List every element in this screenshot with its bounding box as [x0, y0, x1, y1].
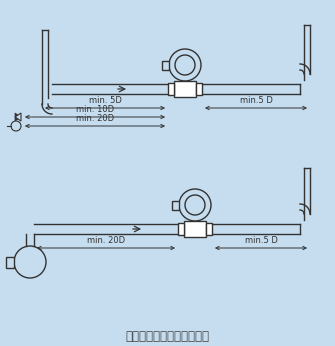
Bar	[168, 83, 174, 95]
Bar	[196, 83, 202, 95]
Polygon shape	[15, 113, 21, 121]
Bar	[206, 223, 212, 235]
Bar	[172, 200, 179, 209]
Bar	[162, 61, 169, 70]
Bar	[184, 221, 206, 237]
Bar	[178, 223, 184, 235]
Text: min. 20D: min. 20D	[76, 114, 114, 123]
Text: 弯管、阀门和泵之间的安装: 弯管、阀门和泵之间的安装	[125, 329, 209, 343]
Text: min.5 D: min.5 D	[240, 96, 272, 105]
Bar	[174, 81, 196, 97]
Polygon shape	[15, 113, 21, 121]
Text: min. 10D: min. 10D	[76, 105, 114, 114]
Text: min. 5D: min. 5D	[88, 96, 121, 105]
Bar	[6, 256, 14, 267]
Text: min. 20D: min. 20D	[87, 236, 125, 245]
Text: min.5 D: min.5 D	[245, 236, 277, 245]
